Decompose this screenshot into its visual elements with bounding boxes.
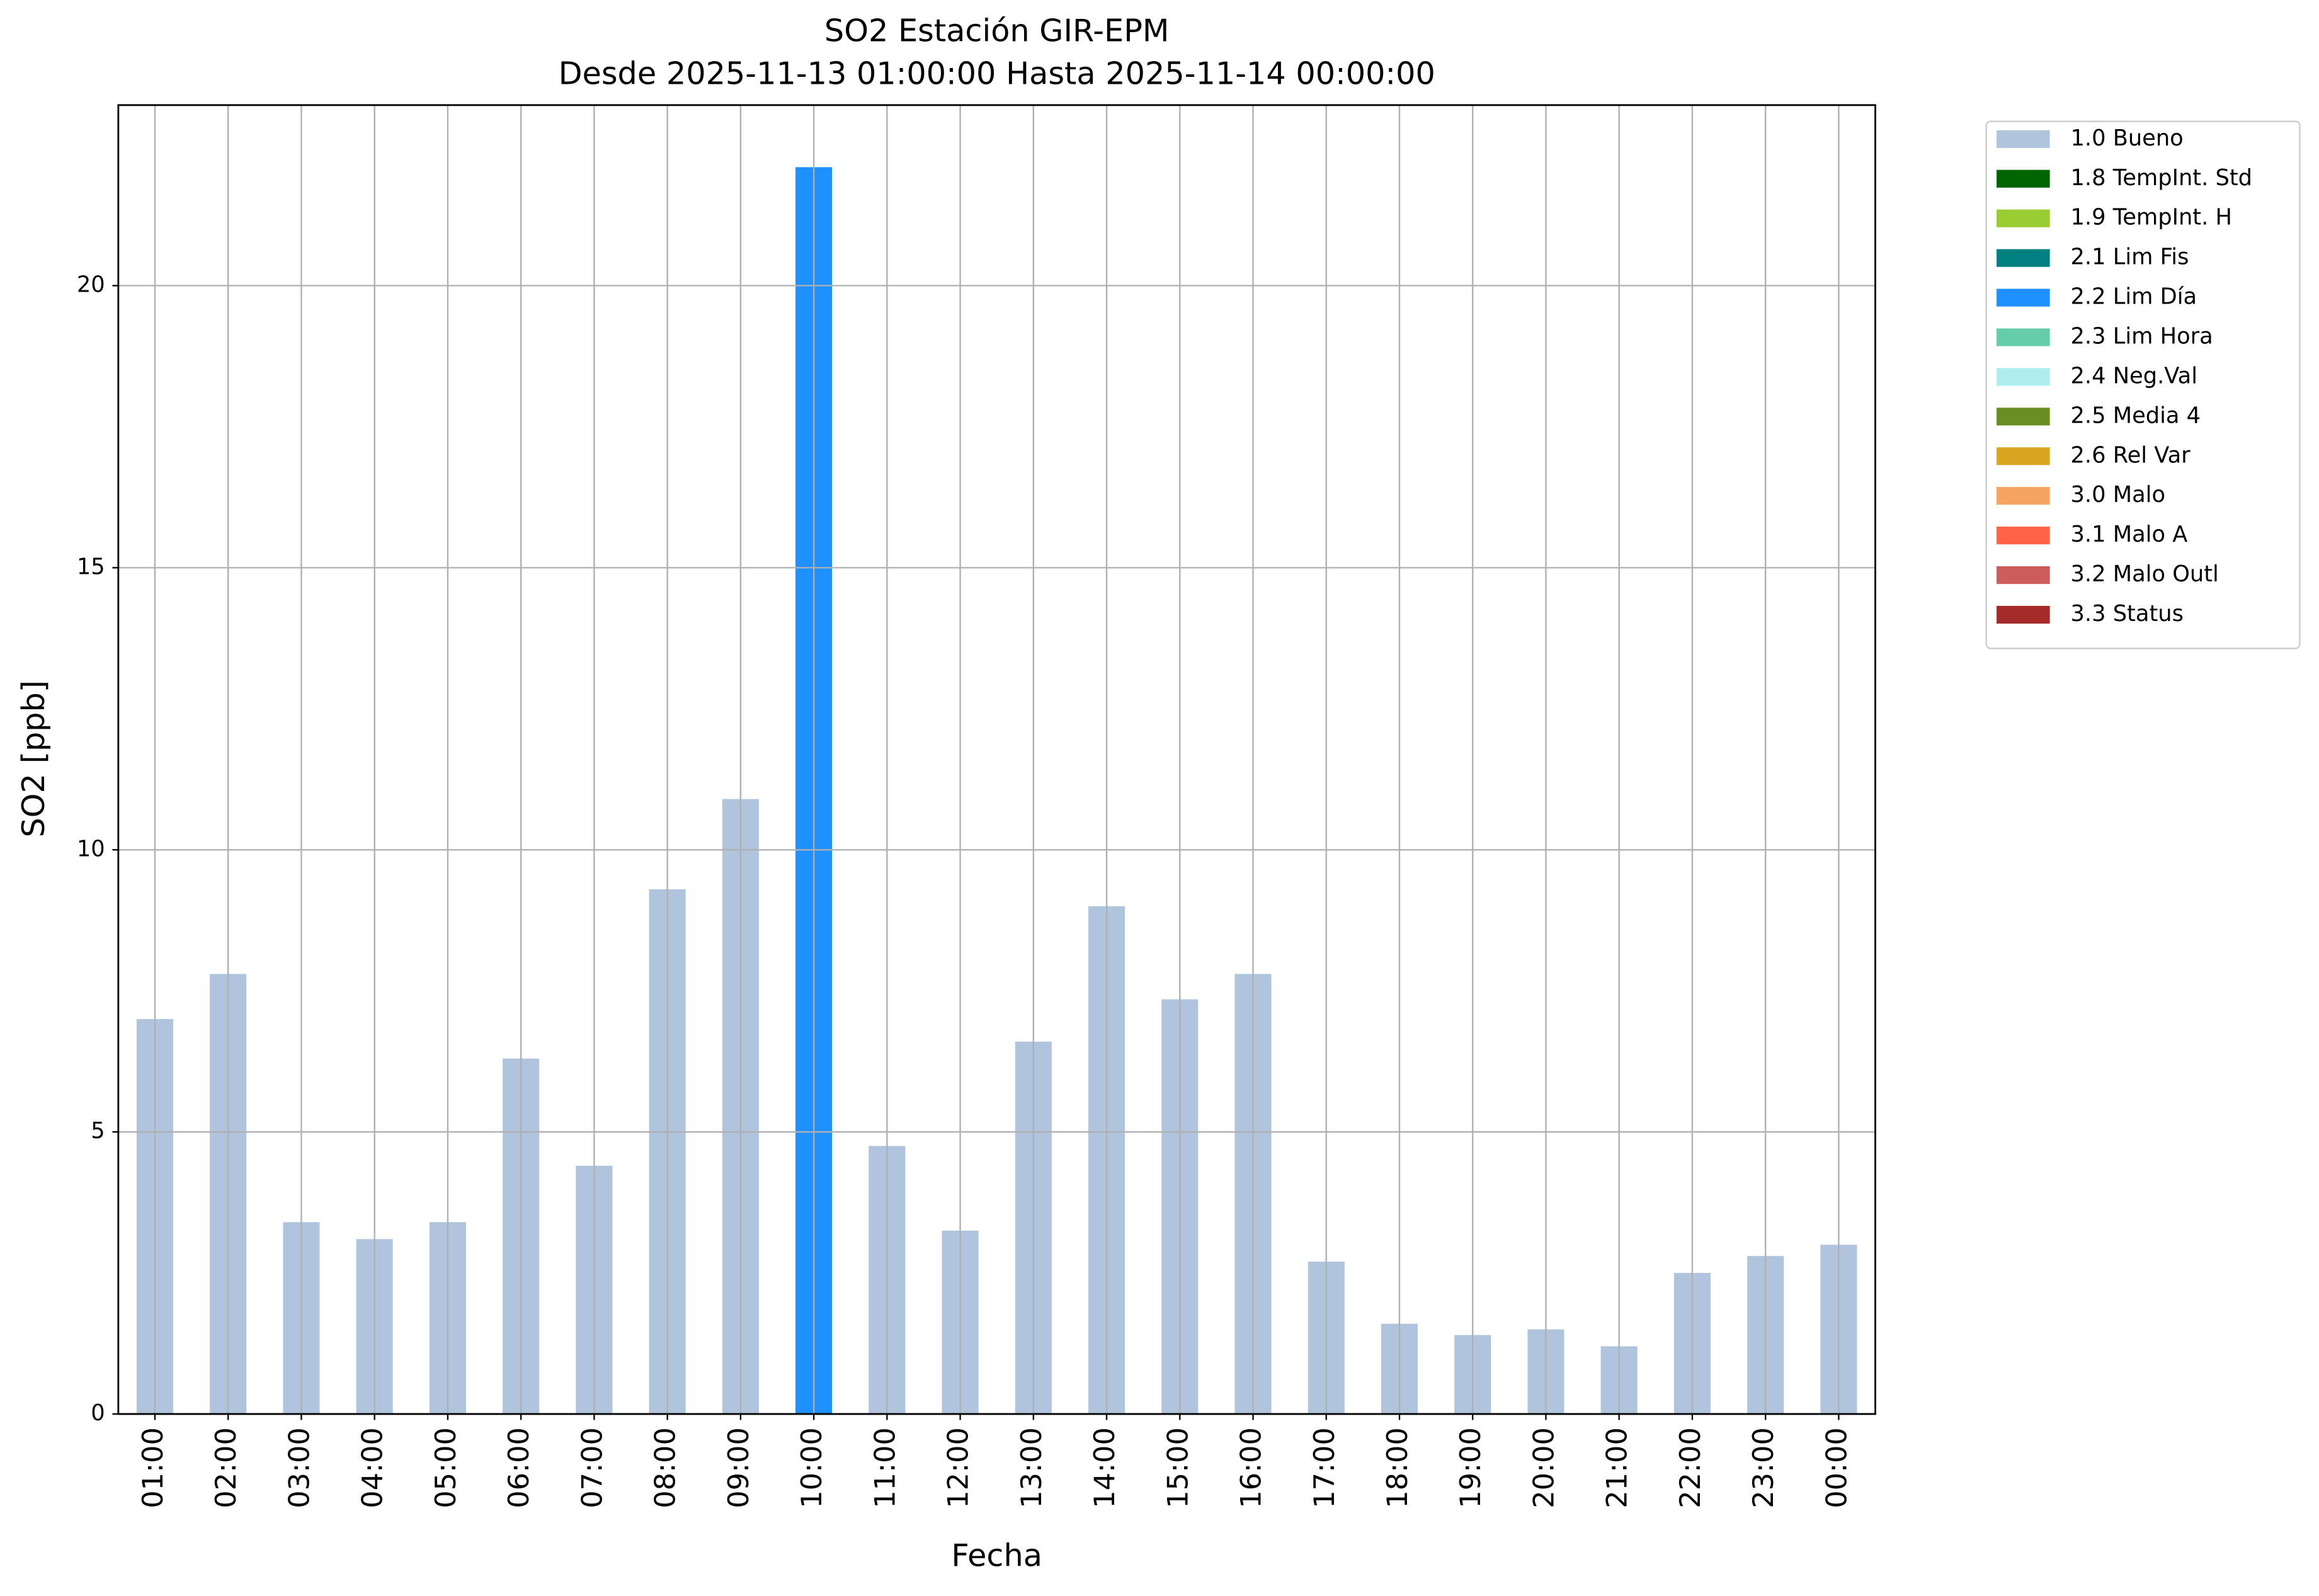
- x-tick-label: 17:00: [1308, 1427, 1341, 1508]
- legend-swatch: [1997, 566, 2050, 584]
- y-tick-label: 5: [91, 1118, 105, 1144]
- legend-swatch: [1997, 328, 2050, 346]
- x-tick-label: 12:00: [942, 1427, 975, 1508]
- x-tick-label: 18:00: [1381, 1427, 1414, 1508]
- x-tick-label: 03:00: [283, 1427, 316, 1508]
- legend-swatch: [1997, 169, 2050, 188]
- legend-label: 2.2 Lim Día: [2071, 284, 2197, 310]
- x-tick-label: 15:00: [1161, 1427, 1194, 1508]
- chart-subtitle: Desde 2025-11-13 01:00:00 Hasta 2025-11-…: [559, 55, 1435, 91]
- x-tick-label: 13:00: [1015, 1427, 1048, 1508]
- legend-box: [1985, 120, 2301, 649]
- x-tick-label: 11:00: [869, 1427, 901, 1508]
- x-tick-label: 23:00: [1747, 1427, 1780, 1508]
- legend-swatch: [1997, 447, 2050, 465]
- legend-label: 3.2 Malo Outl: [2071, 561, 2219, 587]
- x-tick-label: 07:00: [576, 1427, 608, 1508]
- x-axis-label: Fecha: [951, 1537, 1042, 1573]
- legend-label: 2.6 Rel Var: [2071, 442, 2191, 468]
- x-tick-label: 08:00: [649, 1427, 682, 1508]
- y-tick-label: 0: [91, 1400, 105, 1426]
- y-tick-label: 10: [77, 836, 105, 862]
- x-tick-label: 04:00: [356, 1427, 389, 1508]
- x-tick-label: 20:00: [1527, 1427, 1560, 1508]
- legend-label: 3.1 Malo A: [2071, 522, 2188, 547]
- legend-label: 3.0 Malo: [2071, 482, 2166, 508]
- legend-label: 2.1 Lim Fis: [2071, 244, 2189, 270]
- legend-swatch: [1997, 288, 2050, 307]
- x-tick-label: 09:00: [722, 1427, 755, 1508]
- legend-swatch: [1997, 368, 2050, 386]
- legend-swatch: [1997, 209, 2050, 227]
- x-tick-label: 10:00: [795, 1427, 828, 1508]
- x-tick-label: 14:00: [1088, 1427, 1121, 1508]
- legend-label: 2.3 Lim Hora: [2071, 324, 2213, 350]
- legend-label: 1.0 Bueno: [2071, 125, 2184, 151]
- x-tick-label: 05:00: [430, 1427, 462, 1508]
- x-tick-label: 02:00: [210, 1427, 242, 1508]
- legend-label: 1.9 TempInt. H: [2071, 205, 2232, 231]
- legend-swatch: [1997, 130, 2050, 148]
- x-tick-label: 01:00: [137, 1427, 169, 1508]
- x-tick-label: 16:00: [1235, 1427, 1268, 1508]
- legend-swatch: [1997, 605, 2050, 624]
- x-tick-label: 21:00: [1601, 1427, 1634, 1508]
- legend-swatch: [1997, 527, 2050, 545]
- legend-label: 2.5 Media 4: [2071, 402, 2201, 428]
- legend-swatch: [1997, 408, 2050, 426]
- y-axis-label: SO2 [ppb]: [15, 680, 52, 837]
- x-tick-label: 00:00: [1820, 1427, 1853, 1508]
- y-tick-label: 15: [77, 554, 105, 579]
- x-tick-label: 06:00: [503, 1427, 535, 1508]
- plot-frame: [117, 104, 1876, 1415]
- legend-label: 3.3 Status: [2071, 601, 2184, 627]
- x-tick-label: 19:00: [1454, 1427, 1487, 1508]
- legend-label: 1.8 TempInt. Std: [2071, 165, 2252, 191]
- legend-label: 2.4 Neg.Val: [2071, 363, 2198, 389]
- chart-title: SO2 Estación GIR-EPM: [824, 12, 1170, 48]
- legend-swatch: [1997, 487, 2050, 505]
- y-tick-label: 20: [77, 272, 105, 298]
- x-tick-label: 22:00: [1674, 1427, 1707, 1508]
- legend-swatch: [1997, 249, 2050, 267]
